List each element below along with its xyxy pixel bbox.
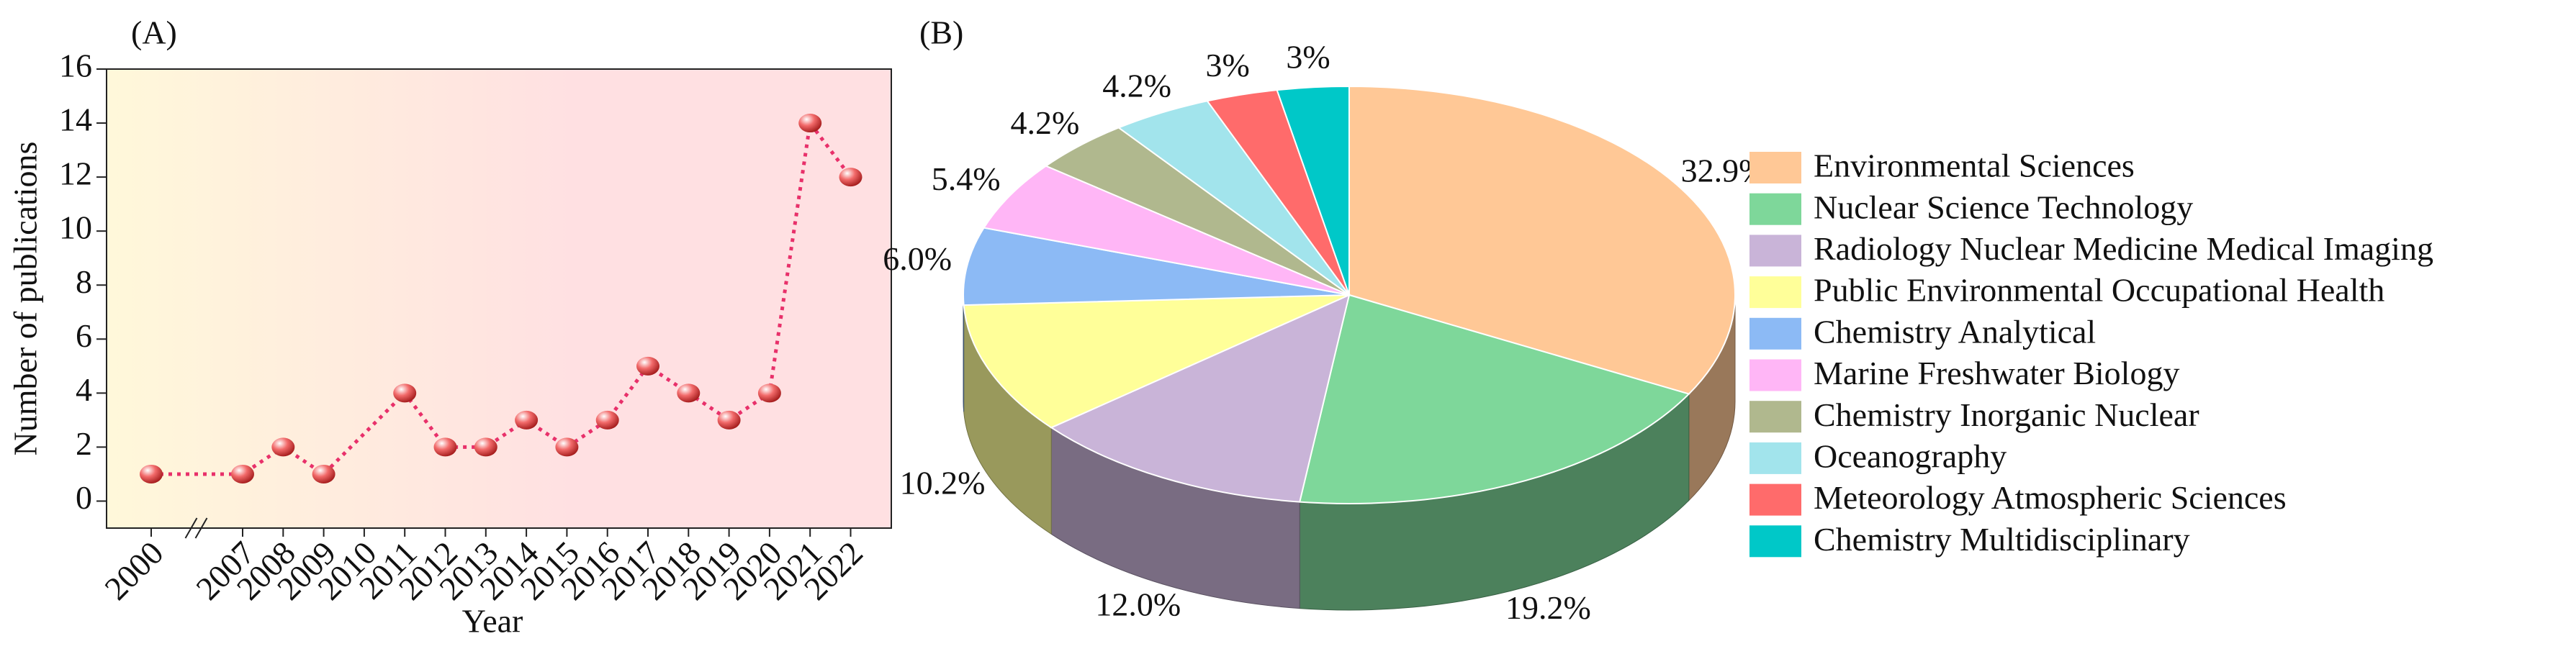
slice [1050, 294, 1351, 503]
marker [433, 437, 457, 457]
value-label: 3% [1206, 47, 1250, 83]
marker [474, 437, 497, 457]
panel-title: (B) [919, 14, 963, 51]
value-label: 3% [1286, 38, 1330, 75]
legend-swatch [1749, 483, 1801, 516]
legend-label: Chemistry Inorganic Nuclear [1814, 396, 2199, 433]
y-tick-label: 8 [76, 263, 92, 300]
legend-label: Marine Freshwater Biology [1814, 355, 2179, 391]
legend-label: Chemistry Multidisciplinary [1814, 521, 2190, 558]
legend-swatch [1749, 442, 1801, 474]
y-tick-label: 2 [76, 425, 92, 462]
legend-swatch [1749, 317, 1801, 350]
y-tick-label: 14 [59, 101, 92, 138]
marker [231, 464, 254, 483]
slice [982, 165, 1350, 296]
y-tick-label: 10 [59, 209, 92, 246]
y-tick-label: 6 [76, 317, 92, 354]
legend-swatch [1749, 276, 1801, 309]
marker [677, 383, 701, 403]
marker [555, 437, 579, 457]
slice [963, 294, 1350, 429]
panel-title: (A) [131, 14, 177, 51]
legend-label: Oceanography [1814, 437, 2007, 474]
x-tick-label: 2000 [97, 534, 170, 607]
value-label: 6.0% [883, 240, 952, 277]
marker [798, 114, 822, 133]
y-tick-label: 12 [59, 155, 92, 192]
y-tick-label: 4 [76, 371, 92, 408]
marker [312, 464, 335, 483]
x-axis-label: Year [462, 603, 523, 640]
marker [636, 356, 659, 376]
marker [515, 410, 539, 430]
legend-label: Meteorology Atmospheric Sciences [1814, 479, 2287, 516]
legend-label: Environmental Sciences [1814, 147, 2135, 184]
legend-swatch [1749, 525, 1801, 558]
y-tick-label: 16 [59, 47, 92, 84]
value-label: 5.4% [932, 160, 1001, 197]
legend-swatch [1749, 359, 1801, 391]
marker [717, 410, 741, 430]
legend-swatch [1749, 401, 1801, 433]
axis-break [194, 517, 208, 539]
plot-background [106, 68, 892, 529]
marker [140, 464, 163, 483]
y-tick-label: 0 [76, 479, 92, 516]
legend-label: Public Environmental Occupational Health [1814, 272, 2384, 309]
legend-swatch [1749, 152, 1801, 183]
marker [757, 383, 781, 403]
value-label: 12.0% [1095, 586, 1181, 622]
marker [393, 383, 417, 403]
value-label: 4.2% [1102, 67, 1171, 104]
value-label: 4.2% [1011, 104, 1080, 141]
axis-break [184, 517, 198, 539]
legend-label: Radiology Nuclear Medicine Medical Imagi… [1814, 230, 2433, 267]
marker [839, 168, 863, 187]
value-label: 19.2% [1505, 589, 1591, 626]
slice-side [963, 294, 965, 412]
slice [1298, 294, 1690, 504]
slice [963, 227, 1350, 306]
legend-label: Nuclear Science Technology [1814, 189, 2193, 225]
legend-swatch [1749, 235, 1801, 267]
slice [1276, 85, 1350, 296]
legend-swatch [1749, 193, 1801, 225]
marker [271, 437, 295, 457]
line [151, 118, 852, 477]
y-axis-label: Number of publications [7, 142, 44, 456]
legend-label: Chemistry Analytical [1814, 313, 2096, 350]
marker [595, 410, 619, 430]
value-label: 10.2% [900, 465, 986, 501]
slice [1348, 85, 1736, 395]
